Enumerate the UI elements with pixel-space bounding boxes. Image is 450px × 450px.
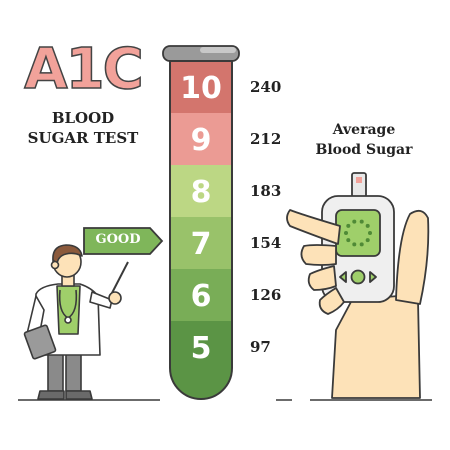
meter-dot [365, 238, 370, 243]
hand-fingers-icon [286, 209, 345, 315]
a1c-level-6: 6 [191, 279, 212, 314]
a1c-level-8: 8 [191, 175, 212, 210]
doctor-pointing-icon [23, 244, 129, 400]
avg-value-154: 154 [250, 234, 282, 252]
test-tube-outline [169, 60, 233, 400]
tube-segment-5 [170, 321, 232, 399]
tube-segment-10 [170, 61, 232, 113]
a1c-level-10: 10 [180, 71, 222, 106]
average-blood-sugar-label: Average Blood Sugar [300, 120, 428, 160]
glucose-meter-icon [321, 172, 395, 303]
good-sign-icon [83, 227, 164, 255]
tube-segment-6 [170, 269, 232, 321]
meter-dot [344, 231, 348, 235]
test-tube [170, 61, 232, 399]
avg-value-126: 126 [250, 286, 282, 304]
meter-dot [346, 238, 351, 243]
a1c-level-9: 9 [191, 123, 212, 158]
tube-segment-7 [170, 217, 232, 269]
meter-dot [352, 219, 357, 224]
avg-value-240: 240 [250, 78, 282, 96]
meter-dot [365, 223, 370, 228]
meter-loading-icon [344, 219, 372, 247]
meter-dot [359, 242, 364, 247]
a1c-title: A1C [24, 37, 145, 102]
a1c-level-5: 5 [191, 331, 212, 366]
avg-label-line-2: Blood Sugar [315, 142, 413, 158]
meter-dot [352, 242, 357, 247]
subtitle-line-1: BLOOD [51, 109, 115, 127]
tube-cap-icon [162, 45, 240, 62]
tube-segment-9 [170, 113, 232, 165]
blood-sugar-test-subtitle: BLOOD SUGAR TEST [22, 108, 144, 148]
a1c-level-7: 7 [191, 227, 212, 262]
meter-dot [346, 223, 351, 228]
good-label: GOOD [95, 232, 141, 247]
meter-dot [359, 219, 364, 224]
avg-label-line-1: Average [332, 122, 396, 138]
avg-value-97: 97 [250, 338, 271, 356]
hand-holding-icon [331, 209, 430, 399]
tube-segment-8 [170, 165, 232, 217]
avg-value-212: 212 [250, 130, 282, 148]
avg-value-183: 183 [250, 182, 282, 200]
meter-dot [368, 231, 372, 235]
subtitle-line-2: SUGAR TEST [27, 129, 139, 147]
